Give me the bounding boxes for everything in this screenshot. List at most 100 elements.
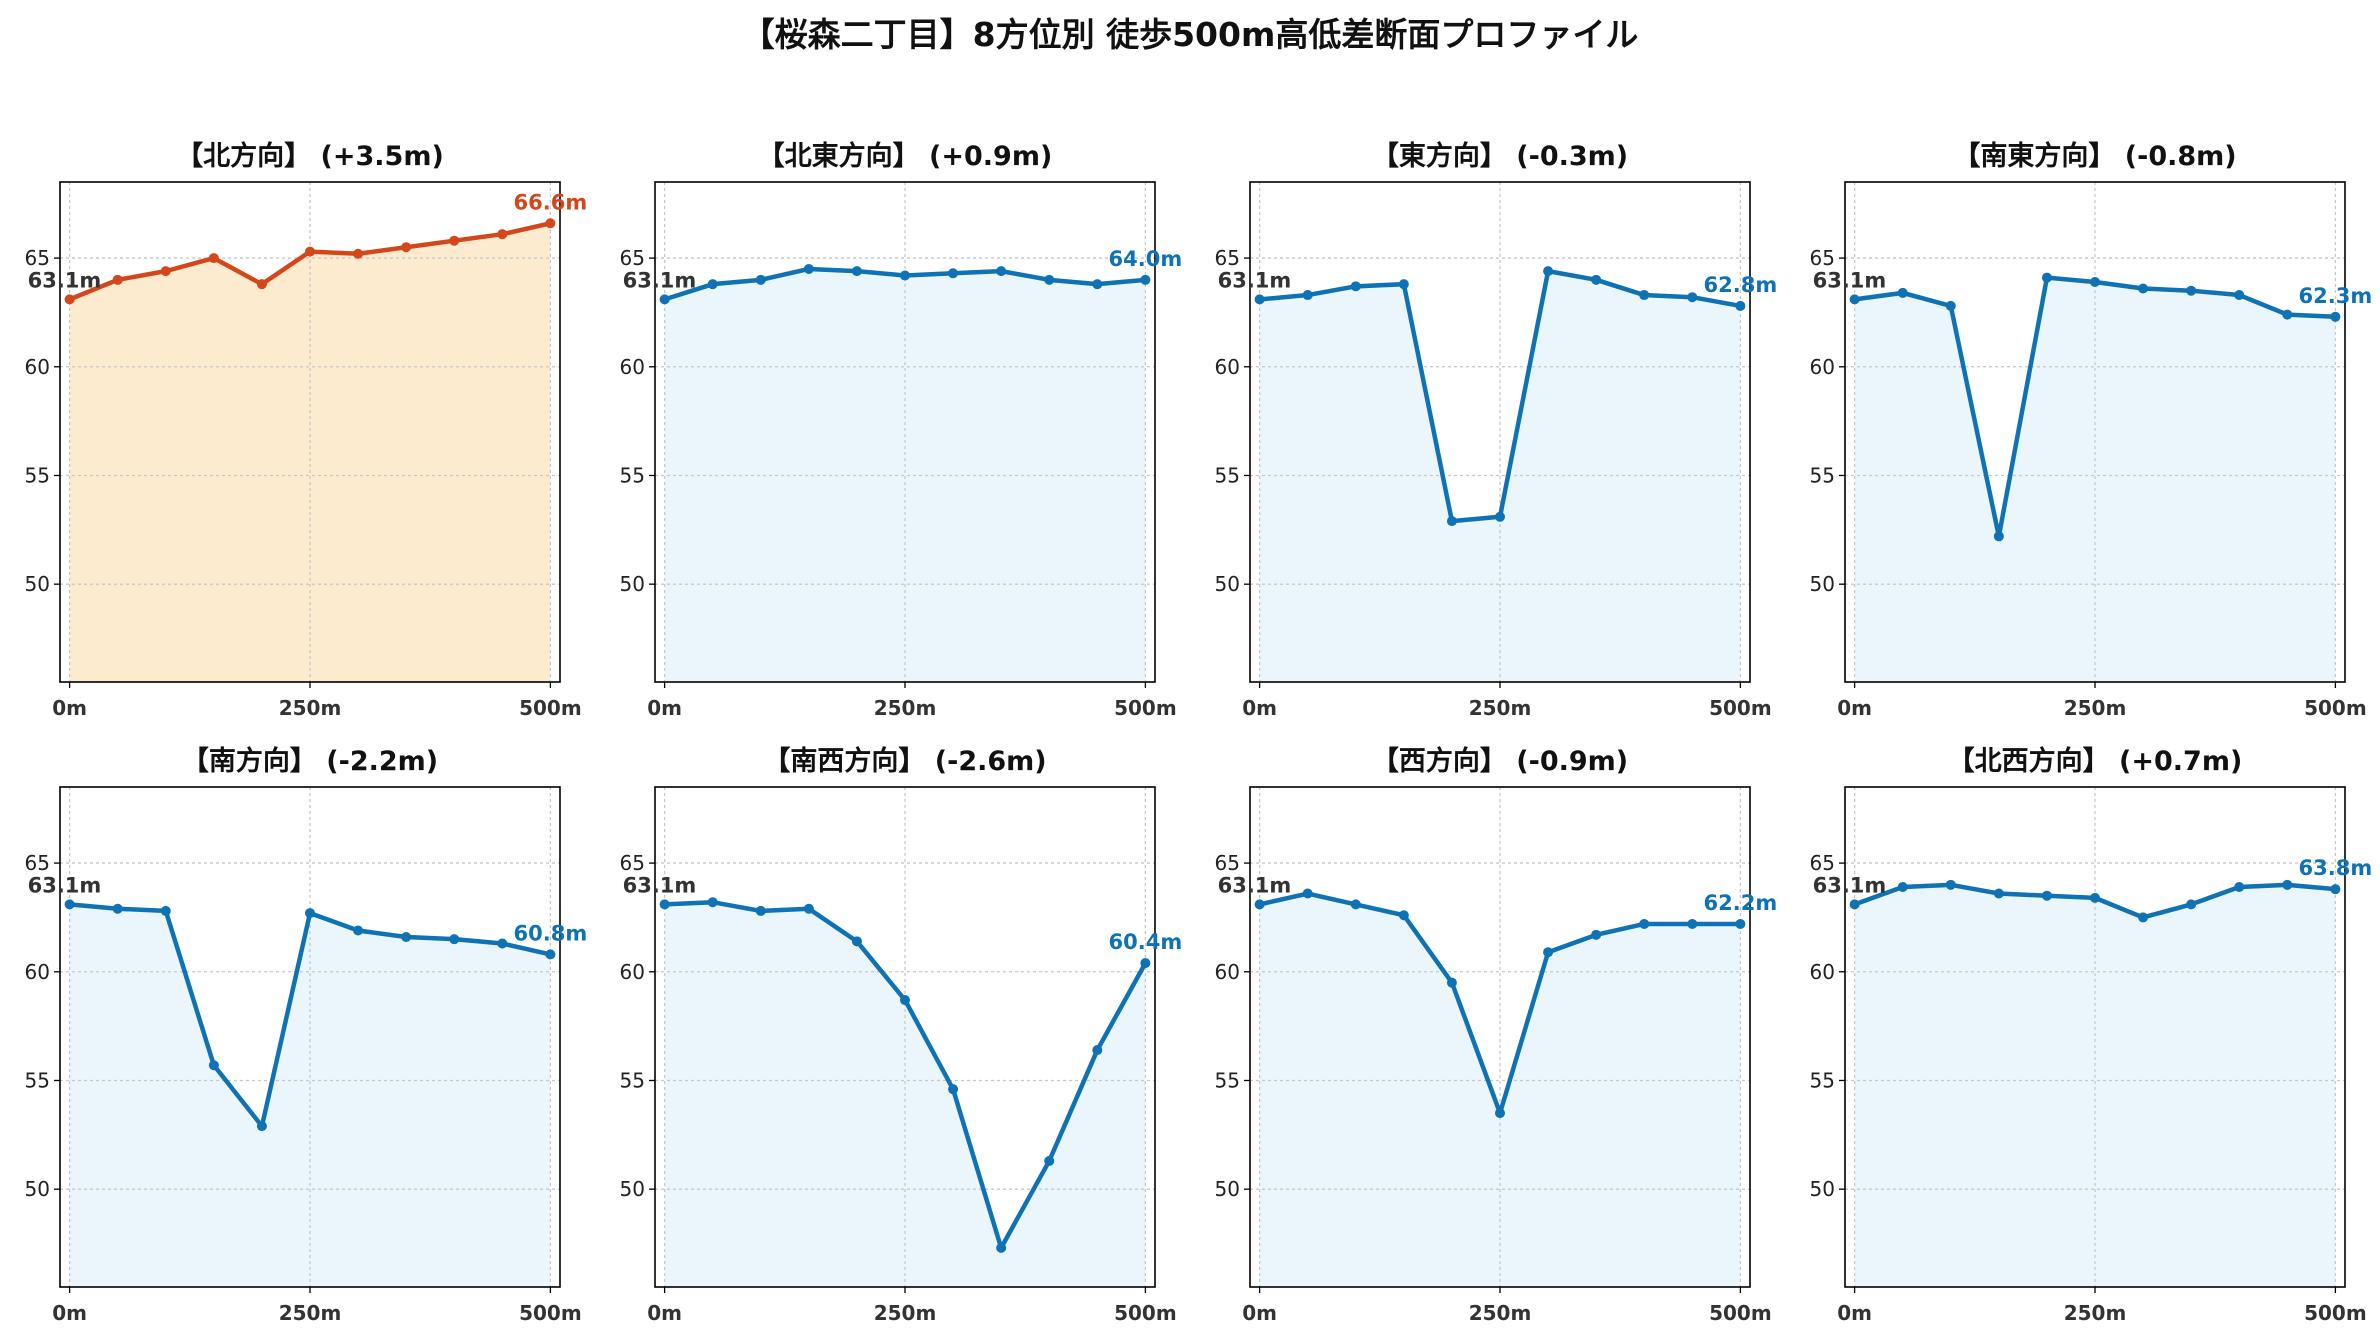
y-tick-label: 60 [1810,960,1835,984]
data-point [2282,879,2293,890]
y-tick-label: 55 [1215,1068,1240,1092]
data-point [1495,511,1505,522]
data-point [2041,272,2052,283]
start-elevation-label: 63.1m [1813,873,1887,897]
area-fill [1854,277,2336,682]
data-point [208,253,219,264]
y-tick-label: 60 [25,355,50,379]
data-point [112,274,123,285]
data-point [1591,274,1602,285]
y-tick-label: 60 [620,355,645,379]
data-point [803,903,814,914]
data-point [1302,888,1313,899]
data-point [755,905,766,916]
data-point [1591,929,1602,940]
profile-panel: 50 55 60 65 0m 250m 500m 63.1m 62.2m 【西方向】 (-0.9m… [1215,745,1778,1325]
data-point [545,949,556,960]
profile-panel: 50 55 60 65 0m 250m 500m 63.1m 60.8m 【南方向】 (-2.2m… [25,745,588,1325]
data-point [353,248,364,259]
data-point [2234,290,2245,301]
data-point [1945,879,1956,890]
data-point [497,938,508,949]
data-point [1849,899,1860,910]
data-point [1254,294,1265,305]
x-tick-label: 500m [2304,696,2367,720]
data-point [1398,910,1409,921]
data-point [1140,958,1151,969]
data-point [900,995,910,1006]
start-elevation-label: 63.1m [1218,268,1292,292]
data-point [2282,309,2293,320]
area-fill [1259,893,1741,1287]
data-point [948,1084,959,1095]
end-elevation-label: 60.8m [514,921,588,945]
area-fill [1854,884,2336,1287]
data-point [803,263,814,274]
end-elevation-label: 62.3m [2299,284,2373,308]
data-point [1495,1108,1505,1119]
data-point [2041,890,2052,901]
y-tick-label: 60 [1215,960,1240,984]
data-point [659,899,670,910]
data-point [64,899,75,910]
data-point [160,905,171,916]
panel-title: 【西方向】 (-0.9m) [1372,745,1628,777]
data-point [707,279,718,290]
x-tick-label: 0m [647,696,682,720]
y-tick-label: 50 [620,572,645,596]
y-tick-label: 65 [1810,851,1835,875]
y-tick-label: 65 [1215,246,1240,270]
data-point [851,936,862,947]
data-point [64,294,75,305]
data-point [900,270,910,281]
data-point [1897,287,1908,298]
data-point [1993,531,2004,542]
data-point [160,266,171,277]
data-point [1044,1155,1055,1166]
data-point [2090,277,2100,287]
data-point [1350,899,1361,910]
data-point [1735,918,1746,929]
x-tick-label: 0m [52,1301,87,1325]
data-point [1092,1045,1103,1056]
x-tick-label: 250m [1469,696,1532,720]
y-tick-label: 50 [620,1177,645,1201]
x-tick-label: 0m [1242,1301,1277,1325]
profile-panel: 50 55 60 65 0m 250m 500m 63.1m 66.6m 【北方向】 (+3.5m… [25,140,588,720]
data-point [1446,977,1457,988]
data-point [305,246,315,257]
end-elevation-label: 64.0m [1109,247,1183,271]
data-point [1350,281,1361,292]
y-tick-label: 65 [620,246,645,270]
data-point [1543,266,1554,277]
data-point [851,266,862,277]
data-point [1687,918,1698,929]
start-elevation-label: 63.1m [28,268,102,292]
data-point [996,1242,1007,1253]
x-tick-label: 0m [52,696,87,720]
data-point [1543,947,1554,958]
data-point [1639,918,1650,929]
x-tick-label: 500m [1709,696,1772,720]
data-point [1993,888,2004,899]
y-tick-label: 50 [1215,572,1240,596]
data-point [1044,274,1055,285]
end-elevation-label: 66.6m [514,190,588,214]
start-elevation-label: 63.1m [28,873,102,897]
end-elevation-label: 62.2m [1704,891,1778,915]
x-tick-label: 500m [1709,1301,1772,1325]
panel-title: 【南西方向】 (-2.6m) [763,745,1046,777]
x-tick-label: 500m [1114,1301,1177,1325]
x-tick-label: 250m [2064,696,2127,720]
data-point [1446,516,1457,527]
data-point [449,235,460,246]
data-point [256,1121,267,1132]
y-tick-label: 55 [1810,1068,1835,1092]
start-elevation-label: 63.1m [623,268,697,292]
data-point [497,229,508,240]
data-point [707,897,718,908]
data-point [1254,899,1265,910]
y-tick-label: 55 [620,1068,645,1092]
x-tick-label: 500m [519,1301,582,1325]
